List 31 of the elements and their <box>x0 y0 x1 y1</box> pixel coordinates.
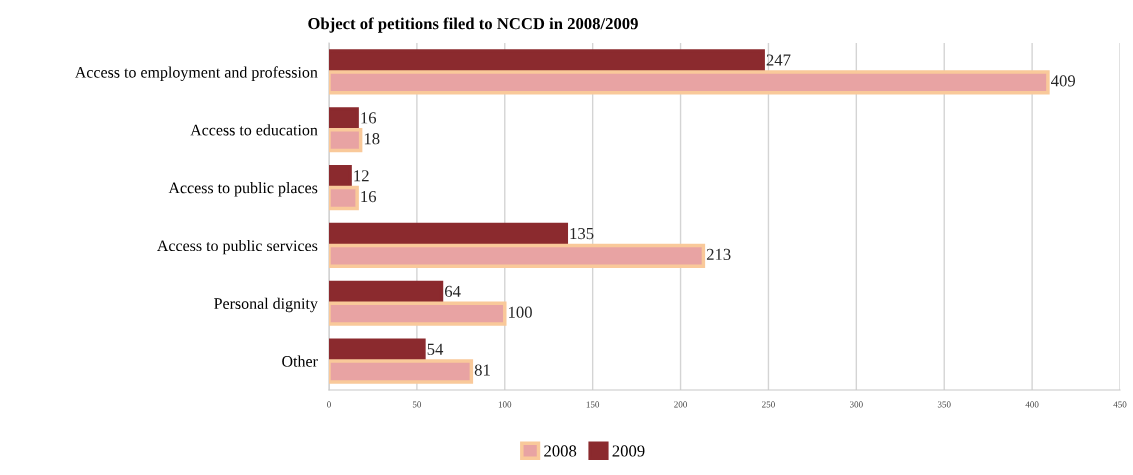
data-label: 16 <box>361 190 377 203</box>
x-tick-label: 50 <box>412 401 422 408</box>
data-label: 16 <box>361 112 377 124</box>
data-label: 247 <box>766 54 791 66</box>
y-tick-label: Access to public places <box>168 182 318 197</box>
data-label: 409 <box>1051 75 1076 87</box>
legend-label: 2009 <box>612 445 645 457</box>
x-tick-label: 0 <box>327 401 331 408</box>
y-tick-label: Other <box>282 355 318 367</box>
chart-title: Object of petitions filed to NCCD in 2008/2009 <box>308 17 638 33</box>
data-label: 100 <box>509 306 532 318</box>
y-tick-label: Access to employment and profession <box>74 66 318 81</box>
x-tick-label: 200 <box>674 401 687 408</box>
x-tick-label: 450 <box>1113 401 1127 408</box>
legend-label: 2008 <box>544 445 577 457</box>
x-tick-label: 300 <box>849 401 863 408</box>
y-tick-label: Personal dignity <box>214 297 318 313</box>
data-label: 213 <box>706 248 731 260</box>
data-label: 81 <box>474 364 490 376</box>
data-label: 64 <box>444 285 461 298</box>
x-tick-label: 150 <box>586 401 600 408</box>
data-label: 54 <box>427 343 444 355</box>
x-tick-label: 400 <box>1025 401 1039 408</box>
data-label: 135 <box>570 227 594 240</box>
data-label: 12 <box>354 170 369 182</box>
y-tick-label: Access to education <box>190 124 318 136</box>
x-tick-label: 100 <box>498 401 512 408</box>
x-tick-label: 250 <box>762 401 775 408</box>
data-label: 18 <box>364 133 380 145</box>
x-tick-label: 350 <box>937 401 951 408</box>
y-tick-label: Access to public services <box>157 239 318 255</box>
